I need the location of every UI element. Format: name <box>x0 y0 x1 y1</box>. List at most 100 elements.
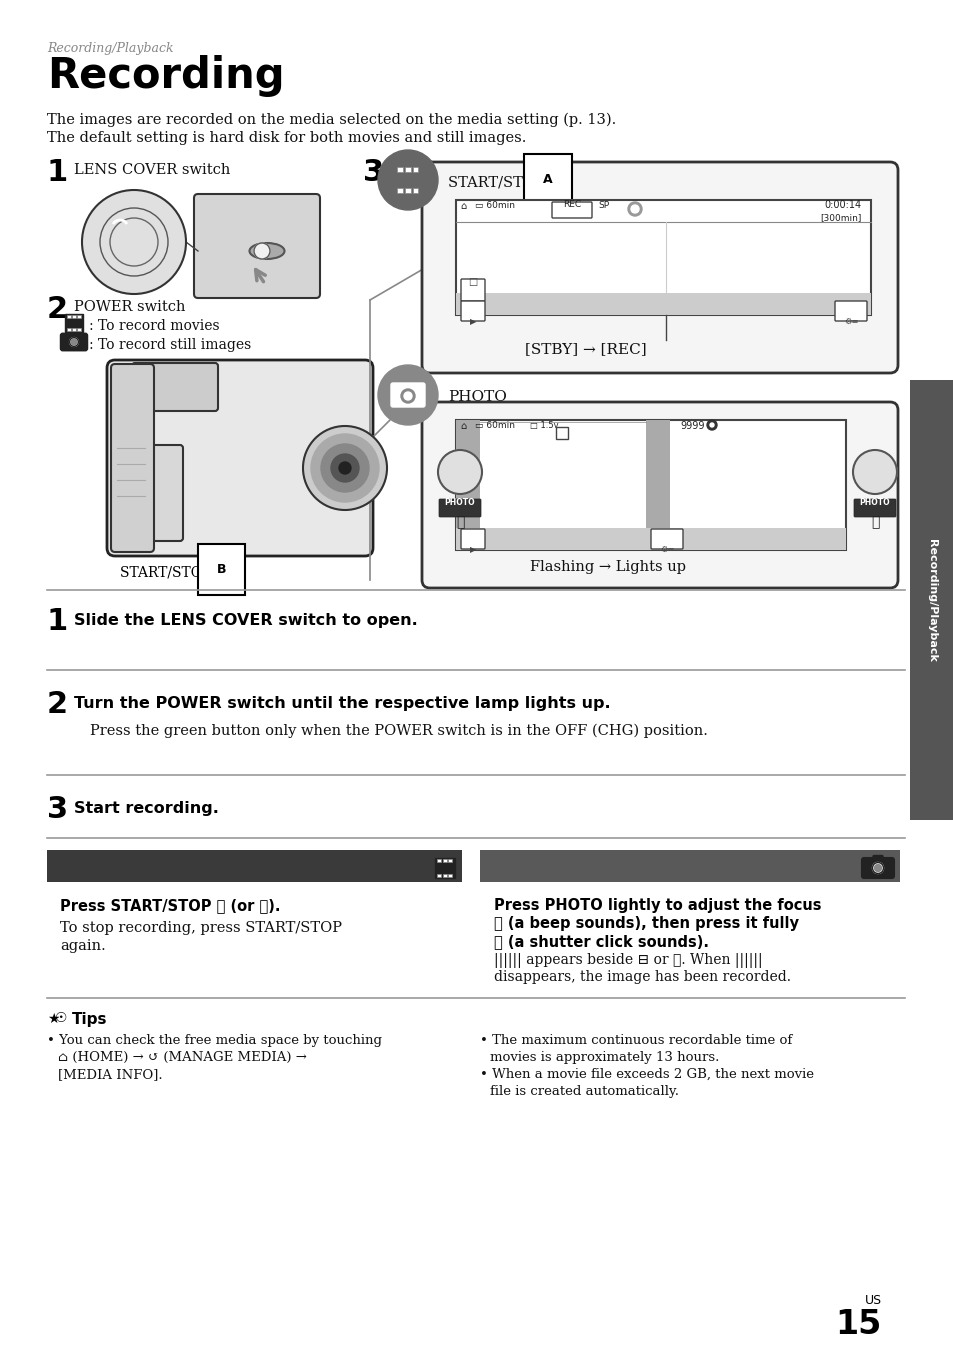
FancyBboxPatch shape <box>552 202 592 218</box>
Text: disappears, the image has been recorded.: disappears, the image has been recorded. <box>494 970 790 984</box>
Bar <box>77 315 81 318</box>
Text: Still Images: Still Images <box>494 854 604 873</box>
Text: Ⓐ: Ⓐ <box>456 516 464 529</box>
Text: B: B <box>217 563 227 575</box>
Text: ☉: ☉ <box>55 1011 68 1025</box>
Bar <box>448 859 452 862</box>
FancyBboxPatch shape <box>111 364 153 552</box>
Bar <box>645 421 669 528</box>
FancyBboxPatch shape <box>862 858 893 878</box>
Text: movies is approximately 13 hours.: movies is approximately 13 hours. <box>490 1052 719 1064</box>
Bar <box>435 858 455 878</box>
Text: 1: 1 <box>47 607 69 636</box>
Text: ★: ★ <box>47 1012 59 1026</box>
Text: [300min]: [300min] <box>820 213 862 223</box>
Circle shape <box>253 243 270 259</box>
FancyBboxPatch shape <box>193 194 319 299</box>
Text: Turn the POWER switch until the respective lamp lights up.: Turn the POWER switch until the respecti… <box>74 696 610 711</box>
Circle shape <box>128 236 140 248</box>
Text: The default setting is hard disk for both movies and still images.: The default setting is hard disk for bot… <box>47 132 526 145</box>
Text: START/STOP: START/STOP <box>448 176 549 190</box>
FancyBboxPatch shape <box>107 360 373 556</box>
Text: • You can check the free media space by touching: • You can check the free media space by … <box>47 1034 381 1048</box>
Text: 2: 2 <box>47 294 68 324</box>
Text: : To record still images: : To record still images <box>89 338 251 351</box>
Bar <box>442 874 447 877</box>
Text: A: A <box>542 172 552 186</box>
Text: Tips: Tips <box>71 1012 108 1027</box>
FancyBboxPatch shape <box>132 364 218 411</box>
Text: Ⓑ (a shutter click sounds).: Ⓑ (a shutter click sounds). <box>494 934 708 949</box>
Text: ⚙≡: ⚙≡ <box>659 546 674 554</box>
Circle shape <box>437 451 481 494</box>
Text: ▭ 60min: ▭ 60min <box>475 421 515 430</box>
Circle shape <box>331 455 358 482</box>
Text: Recording/Playback: Recording/Playback <box>926 539 936 661</box>
Bar <box>67 328 71 331</box>
Text: |||||| appears beside ⊟ or ☐. When ||||||: |||||| appears beside ⊟ or ☐. When |||||… <box>494 953 761 968</box>
Circle shape <box>311 434 378 502</box>
Bar <box>47 849 461 882</box>
Bar <box>397 167 403 171</box>
Text: ▶: ▶ <box>469 546 476 554</box>
Circle shape <box>400 389 415 403</box>
Circle shape <box>630 205 639 213</box>
Bar <box>456 421 479 528</box>
Text: [MEDIA INFO].: [MEDIA INFO]. <box>58 1068 162 1082</box>
Text: □: □ <box>468 277 477 286</box>
Text: ⚙≡: ⚙≡ <box>842 318 858 326</box>
FancyBboxPatch shape <box>460 301 484 322</box>
Circle shape <box>120 228 148 256</box>
Bar <box>67 315 71 318</box>
FancyBboxPatch shape <box>872 855 882 862</box>
FancyBboxPatch shape <box>650 529 682 550</box>
Circle shape <box>627 202 641 216</box>
FancyBboxPatch shape <box>460 280 484 301</box>
Circle shape <box>100 208 168 275</box>
Text: ⌂: ⌂ <box>459 201 466 210</box>
Circle shape <box>852 451 896 494</box>
Text: Ⓑ: Ⓑ <box>870 516 879 529</box>
Text: PHOTO: PHOTO <box>448 389 506 404</box>
Bar <box>437 859 441 862</box>
Text: POWER switch: POWER switch <box>74 300 185 313</box>
Bar <box>456 421 845 550</box>
FancyBboxPatch shape <box>421 161 897 373</box>
Text: ⌂ (HOME) → ↺ (MANAGE MEDIA) →: ⌂ (HOME) → ↺ (MANAGE MEDIA) → <box>58 1052 307 1064</box>
Text: 9999: 9999 <box>679 421 703 432</box>
Circle shape <box>706 421 717 430</box>
Circle shape <box>403 392 412 400</box>
Text: : To record movies: : To record movies <box>89 319 219 332</box>
Bar <box>437 874 441 877</box>
Bar <box>456 293 870 315</box>
Bar <box>456 199 870 315</box>
Circle shape <box>872 863 882 874</box>
FancyBboxPatch shape <box>834 301 866 322</box>
Circle shape <box>303 426 387 510</box>
Text: US: US <box>864 1295 882 1307</box>
FancyBboxPatch shape <box>853 499 895 517</box>
Bar <box>72 328 75 331</box>
Text: REC: REC <box>562 199 580 209</box>
Text: Recording/Playback: Recording/Playback <box>47 42 173 56</box>
Bar <box>77 328 81 331</box>
Text: Slide the LENS COVER switch to open.: Slide the LENS COVER switch to open. <box>74 613 417 628</box>
Text: The images are recorded on the media selected on the media setting (p. 13).: The images are recorded on the media sel… <box>47 113 616 128</box>
Bar <box>448 874 452 877</box>
Text: • The maximum continuous recordable time of: • The maximum continuous recordable time… <box>479 1034 791 1048</box>
Bar <box>479 849 899 882</box>
Circle shape <box>320 444 369 493</box>
Text: LENS COVER switch: LENS COVER switch <box>74 163 230 176</box>
Text: Recording: Recording <box>47 56 284 96</box>
Bar <box>413 167 418 171</box>
Circle shape <box>70 338 78 346</box>
Text: Flashing → Lights up: Flashing → Lights up <box>530 560 685 574</box>
Circle shape <box>874 864 881 871</box>
Text: Press the green button only when the POWER switch is in the OFF (CHG) position.: Press the green button only when the POW… <box>90 725 707 738</box>
Text: To stop recording, press START/STOP: To stop recording, press START/STOP <box>60 921 341 935</box>
Text: Start recording.: Start recording. <box>74 801 218 816</box>
Text: ▶: ▶ <box>469 318 476 326</box>
Bar <box>456 528 845 550</box>
FancyBboxPatch shape <box>112 445 183 541</box>
FancyBboxPatch shape <box>391 383 424 407</box>
